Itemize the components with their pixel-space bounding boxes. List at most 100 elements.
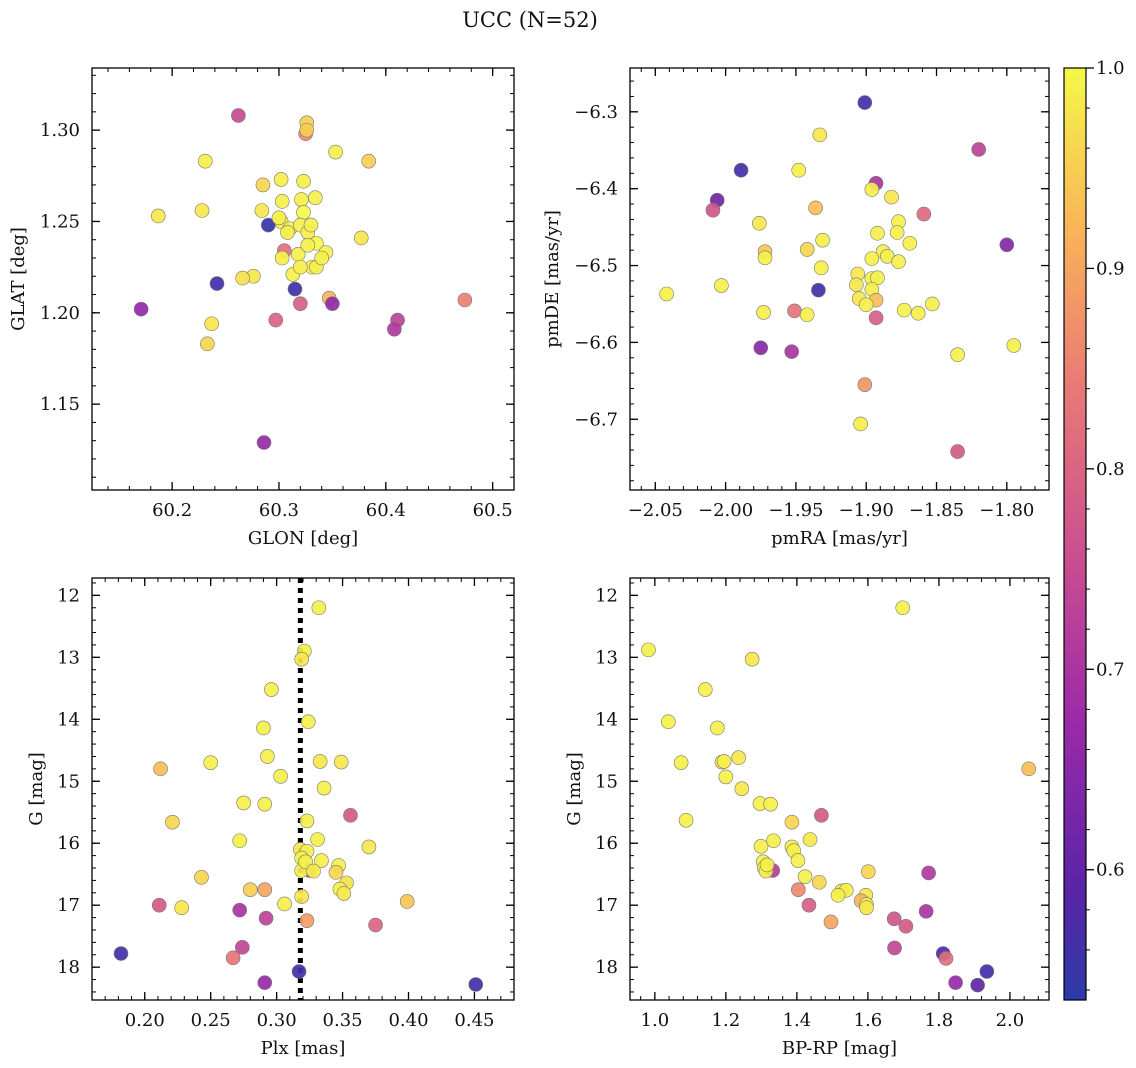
scatter-point	[910, 305, 926, 321]
x-tick-label: −2.00	[698, 500, 753, 521]
y-axis-label: GLAT [deg]	[8, 227, 29, 331]
scatter-point	[277, 896, 292, 912]
y-tick-label: 1.15	[40, 394, 80, 415]
scatter-point	[294, 889, 309, 904]
scatter-point	[353, 230, 369, 246]
colorbar-tick-label: 1.0	[1096, 58, 1125, 79]
scatter-point	[274, 194, 290, 209]
scatter-point	[641, 642, 656, 658]
scatter-point	[886, 911, 902, 927]
scatter-point	[857, 95, 873, 110]
scatter-point	[204, 316, 219, 332]
y-tick-label: −6.7	[574, 409, 618, 430]
y-tick-label: 13	[57, 647, 80, 668]
y-tick-label: −6.6	[574, 332, 618, 353]
scatter-point	[868, 310, 884, 326]
panel-proper-motion: −2.05 −2.00 −1.95 −1.90 −1.85 −1.80 −6.7 −6.6 −6…	[542, 67, 1050, 549]
scatter-point	[678, 812, 694, 828]
scatter-point	[896, 302, 912, 318]
scatter-point	[311, 600, 327, 616]
scatter-point	[766, 833, 781, 849]
x-tick-label: 0.20	[125, 1010, 165, 1031]
scatter-point	[979, 964, 995, 979]
scatter-point	[756, 305, 771, 320]
scatter-point	[784, 344, 799, 359]
y-tick-label: 17	[57, 895, 80, 916]
colorbar-ticks: 0.6 0.7 0.8 0.9 1.0	[1086, 58, 1125, 991]
scatter-point	[808, 200, 823, 216]
scatter-point	[264, 682, 279, 697]
y-tick-label: −6.3	[574, 102, 618, 123]
scatter-points	[113, 578, 484, 1000]
scatter-point	[950, 444, 965, 459]
y-axis-label: G [mag]	[26, 752, 47, 825]
scatter-point	[859, 900, 874, 915]
scatter-point	[752, 215, 767, 231]
axes-frame	[91, 67, 515, 491]
scatter-point	[235, 270, 250, 286]
scatter-point	[889, 225, 905, 240]
x-axis-label: pmRA [mas/yr]	[771, 528, 908, 549]
colorbar-tick-label: 0.8	[1096, 459, 1125, 480]
scatter-point	[209, 276, 225, 291]
x-tick-label: 1.2	[712, 1010, 741, 1031]
scatter-point	[200, 336, 215, 352]
scatter-point	[294, 192, 309, 207]
scatter-point	[753, 340, 769, 356]
x-tick-label: −1.85	[909, 500, 964, 521]
y-tick-label: −6.5	[574, 256, 618, 277]
scatter-point	[271, 210, 287, 226]
scatter-point	[257, 882, 273, 897]
scatter-point	[300, 237, 316, 253]
scatter-point	[306, 863, 321, 879]
scatter-point	[853, 416, 868, 432]
scatter-point	[697, 682, 713, 697]
scatter-point	[921, 865, 936, 881]
scatter-point	[924, 296, 940, 312]
scatter-point	[659, 286, 674, 302]
y-axis-label: pmDE [mas/yr]	[542, 210, 563, 348]
scatter-point	[333, 754, 349, 770]
scatter-point	[287, 281, 303, 297]
scatter-point	[799, 242, 815, 257]
scatter-point	[328, 865, 344, 880]
scatter-point	[812, 127, 828, 143]
scatter-point	[970, 977, 985, 993]
scatter-point	[938, 951, 954, 966]
scatter-point	[300, 714, 316, 730]
colorbar-tick-label: 0.7	[1096, 659, 1125, 680]
scatter-point	[811, 282, 826, 298]
scatter-point	[887, 940, 902, 956]
x-tick-label: 1.8	[925, 1010, 954, 1031]
scatter-point	[891, 254, 906, 270]
scatter-point	[801, 897, 817, 913]
x-tick-label: 1.6	[854, 1010, 883, 1031]
y-tick-label: 18	[595, 957, 618, 978]
scatter-point	[948, 975, 963, 990]
scatter-point	[361, 153, 377, 169]
scatter-point	[328, 144, 343, 160]
y-tick-label: 12	[595, 585, 618, 606]
colorbar-tick-label: 0.6	[1096, 860, 1125, 881]
x-tick-label: 60.4	[366, 500, 406, 521]
x-tick-label: −1.90	[839, 500, 894, 521]
scatter-point	[916, 206, 932, 222]
scatter-point	[231, 108, 246, 123]
colorbar: 0.6 0.7 0.8 0.9 1.0	[1063, 58, 1125, 1001]
scatter-point	[133, 301, 149, 317]
scatter-point	[830, 887, 846, 903]
y-tick-label: −6.4	[574, 179, 618, 200]
scatter-point	[849, 277, 864, 293]
scatter-points	[641, 600, 1037, 993]
y-tick-label: 16	[57, 833, 80, 854]
scatter-point	[232, 833, 247, 849]
scatter-point	[857, 377, 873, 392]
scatter-point	[714, 278, 729, 293]
scatter-point	[902, 235, 918, 251]
panel-position: 60.2 60.3 60.4 60.5 1.15 1.20 1.25 1.30 GLON [de…	[8, 67, 515, 549]
y-axis-label: G [mag]	[564, 752, 585, 825]
y-tick-label: 18	[57, 957, 80, 978]
x-tick-label: 1.4	[783, 1010, 812, 1031]
scatter-point	[254, 203, 270, 218]
